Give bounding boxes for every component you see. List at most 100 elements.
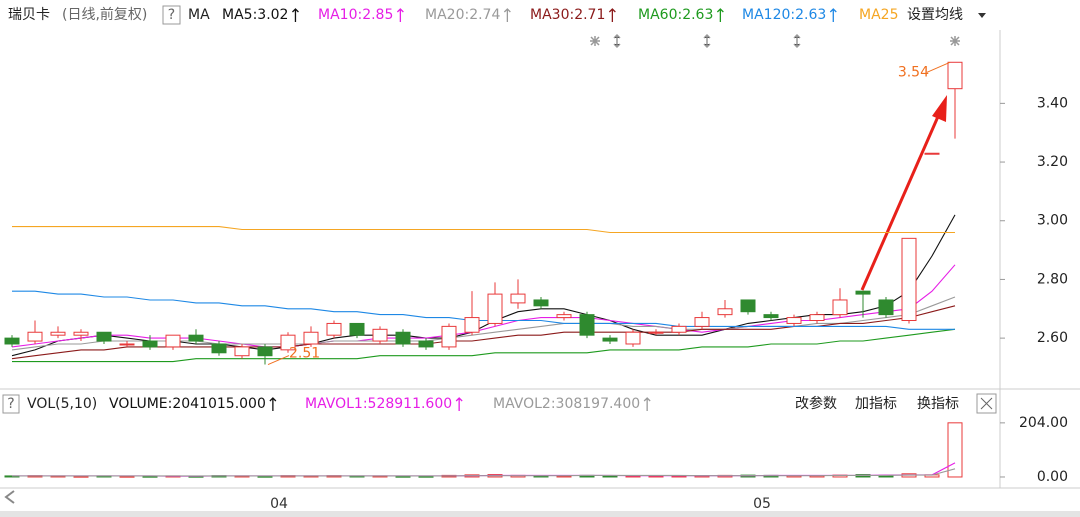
max-label: 3.54 [898,64,929,80]
button[interactable]: 改参数 [795,395,837,412]
y-tick-label: 3.40 [1037,95,1068,111]
legend-entry: MA20:2.74 [425,7,500,23]
close-icon[interactable] [980,397,993,410]
candle-body [878,299,894,316]
dropdown-arrow[interactable] [978,13,986,18]
legend-entry: MA5:3.02 [222,7,288,23]
y-tick-label: 3.00 [1037,213,1068,229]
arrow-head [932,95,947,122]
candle-body [349,322,365,336]
legend-entry: MA30:2.71 [530,7,605,23]
candle-body [717,308,733,316]
candle-body [96,331,112,342]
candle-body [50,331,66,336]
button[interactable]: 加指标 [855,396,897,412]
candle-body [648,331,664,334]
candle-body [395,331,411,345]
candle-body [740,299,756,313]
trend-arrow [269,397,277,411]
candle-body [832,299,848,316]
candle-body [188,334,204,342]
candle-body [763,314,779,319]
trend-arrow [643,397,651,411]
candle-body [73,331,89,336]
close-box[interactable] [976,393,997,414]
indicator-name[interactable]: MA [188,7,210,23]
legend-entry: MA60:2.63 [638,7,713,23]
ma-line [12,328,956,363]
trend-arrow [396,8,404,22]
candle-body [211,343,227,354]
button[interactable]: 换指标 [917,395,959,412]
help-box[interactable] [162,5,181,25]
price-mode[interactable]: (日线,前复权) [62,6,147,23]
y-tick-label: 0.00 [1037,469,1068,485]
candle-body [303,331,319,345]
candle-body [27,331,43,342]
help-icon[interactable]: ? [168,7,175,23]
candle-body [510,293,526,304]
candle-body [602,337,618,342]
candle-body [671,325,687,333]
event-marker[interactable] [950,36,960,46]
trend-arrow [829,8,837,22]
help-icon[interactable]: ? [7,396,14,412]
y-tick-label: 2.60 [1037,330,1068,346]
ma-line [12,290,955,330]
legend-entry: MAVOL1:528911.600 [305,396,452,412]
candle-body [855,290,871,295]
legend-entry: MA120:2.63 [742,7,826,23]
candle-body [694,317,710,327]
help-box[interactable] [2,394,20,414]
candle-body [924,152,940,155]
candle-body [464,317,480,333]
event-marker[interactable] [613,33,621,49]
scrollbar[interactable] [0,511,1080,517]
event-marker[interactable] [590,36,600,46]
candle-body [418,340,434,348]
scroll-left[interactable] [4,490,15,504]
min-pointer [267,355,290,365]
y-tick-label: 2.80 [1037,271,1068,287]
x-tick-label: 04 [270,496,288,512]
trend-arrow [291,8,299,22]
candle-body [257,346,273,357]
candle-body [372,328,388,342]
candle-body [625,331,641,345]
y-tick-label: 204.00 [1019,415,1068,431]
settings-button[interactable]: 设置均线 [907,7,963,23]
event-marker[interactable] [703,33,711,49]
candle-body [556,314,572,319]
event-markers [590,33,960,49]
y-tick-label: 3.20 [1037,154,1068,170]
ma-line [12,226,955,234]
candle-body [947,61,963,90]
event-marker[interactable] [793,33,801,49]
volume-indicator[interactable]: VOL(5,10) [27,396,97,412]
candle-body [533,299,549,307]
candle-body [786,317,802,324]
candle-body [165,334,181,348]
candle-body [280,334,296,351]
x-tick-label: 05 [753,496,771,512]
max-pointer [926,61,951,73]
legend-entry: MA25 [859,7,898,23]
volume-bar [947,422,963,478]
legend-entry: VOLUME:2041015.000 [109,396,266,412]
volume-ma-line [12,468,956,477]
candle-body [326,322,342,336]
candle-body [809,314,825,322]
candle-body [579,314,595,336]
candle-body [119,343,135,346]
trend-arrow [455,397,463,411]
candle-body [487,293,503,324]
candle-body [234,346,250,357]
candle-body [901,237,917,322]
legend-entry: MAVOL2:308197.400 [493,396,640,412]
min-label: 2.51 [289,346,320,362]
candle-body [441,325,457,348]
trend-arrow [503,8,511,22]
